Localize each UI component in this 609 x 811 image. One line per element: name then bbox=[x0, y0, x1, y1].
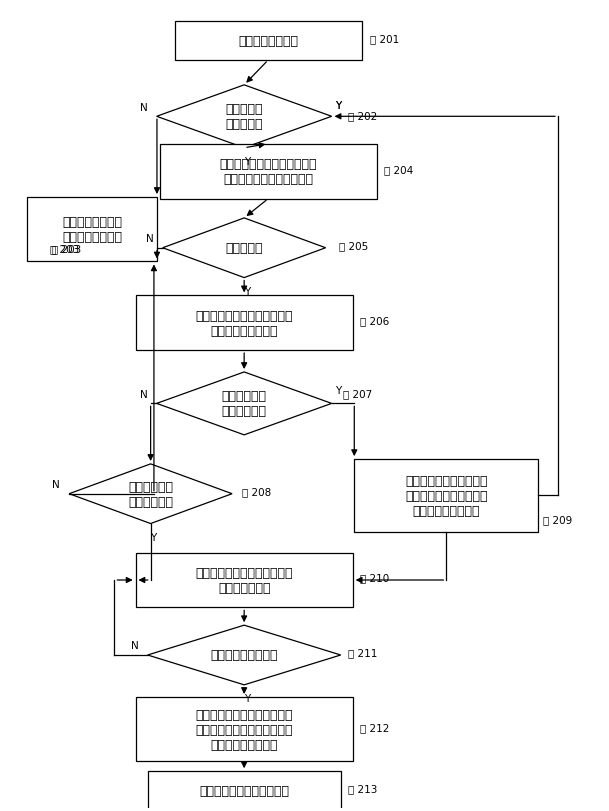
FancyBboxPatch shape bbox=[160, 144, 377, 200]
Text: 到达第一设定时间？: 到达第一设定时间？ bbox=[210, 649, 278, 662]
Text: Y: Y bbox=[244, 693, 250, 703]
Text: ～ 203: ～ 203 bbox=[52, 243, 82, 253]
Text: 检测实时室内环境温度，与设
定室内环境温度阈值作比较: 检测实时室内环境温度，与设 定室内环境温度阈值作比较 bbox=[219, 158, 317, 186]
Polygon shape bbox=[147, 625, 340, 685]
Text: N: N bbox=[140, 102, 147, 113]
Polygon shape bbox=[157, 372, 332, 436]
Text: 恢复上升前的原有频率运行: 恢复上升前的原有频率运行 bbox=[199, 784, 289, 797]
FancyBboxPatch shape bbox=[175, 22, 362, 61]
Text: N: N bbox=[52, 479, 60, 489]
Polygon shape bbox=[69, 465, 232, 524]
Text: N: N bbox=[131, 641, 139, 650]
Text: ～ 210: ～ 210 bbox=[360, 573, 389, 583]
FancyBboxPatch shape bbox=[27, 198, 157, 262]
Text: ～ 201: ～ 201 bbox=[370, 34, 399, 44]
Text: 小于第二设定
压缩机频率？: 小于第二设定 压缩机频率？ bbox=[128, 480, 173, 508]
Text: 控制压缩机以第一设定压
缩机频率运行，控制室外
风机以设定转速运行: 控制压缩机以第一设定压 缩机频率运行，控制室外 风机以设定转速运行 bbox=[405, 474, 488, 517]
Polygon shape bbox=[157, 86, 332, 148]
Text: 小于第一设定
压缩机频率？: 小于第一设定 压缩机频率？ bbox=[222, 390, 267, 418]
Text: 小于阈值？: 小于阈值？ bbox=[225, 242, 263, 255]
Text: ～ 209: ～ 209 bbox=[543, 515, 572, 525]
Text: Y: Y bbox=[244, 157, 250, 166]
Text: 获取根据原有变频控制模式计
算出压缩机目标频率: 获取根据原有变频控制模式计 算出压缩机目标频率 bbox=[195, 309, 293, 337]
Text: 按照原有变频控制
模式控制变频空调: 按照原有变频控制 模式控制变频空调 bbox=[62, 216, 122, 244]
FancyBboxPatch shape bbox=[136, 553, 353, 607]
Text: Y: Y bbox=[335, 101, 341, 111]
Text: N: N bbox=[140, 389, 147, 399]
Text: ～ 205: ～ 205 bbox=[339, 241, 369, 251]
Text: Y: Y bbox=[335, 101, 341, 111]
Text: Y: Y bbox=[244, 286, 250, 296]
Text: 接收空调控制指令: 接收空调控制指令 bbox=[238, 35, 298, 48]
Text: ～ 208: ～ 208 bbox=[242, 487, 271, 496]
Text: ～ 206: ～ 206 bbox=[360, 316, 389, 326]
Text: ～ 212: ～ 212 bbox=[360, 723, 389, 732]
Text: N: N bbox=[146, 234, 153, 244]
FancyBboxPatch shape bbox=[147, 771, 340, 810]
FancyBboxPatch shape bbox=[136, 296, 353, 350]
Text: 控制变频空调的电子膨胀阀的
开度为设定开度: 控制变频空调的电子膨胀阀的 开度为设定开度 bbox=[195, 566, 293, 594]
Text: ～ 211: ～ 211 bbox=[348, 648, 378, 658]
Text: Y: Y bbox=[150, 532, 157, 542]
Text: ～ 213: ～ 213 bbox=[348, 783, 378, 793]
Text: 为制冷节能
舒适指令？: 为制冷节能 舒适指令？ bbox=[225, 103, 263, 131]
Text: 控制压缩机的实际运行频率上
升至第三设定压缩机频率并持
续运行第二设定时间: 控制压缩机的实际运行频率上 升至第三设定压缩机频率并持 续运行第二设定时间 bbox=[195, 708, 293, 751]
Polygon shape bbox=[163, 219, 326, 278]
Text: ～ 203: ～ 203 bbox=[50, 243, 79, 253]
FancyBboxPatch shape bbox=[136, 697, 353, 762]
FancyBboxPatch shape bbox=[354, 460, 538, 532]
Text: ～ 202: ～ 202 bbox=[348, 110, 377, 121]
Text: Y: Y bbox=[335, 386, 341, 396]
Text: ～ 207: ～ 207 bbox=[343, 388, 372, 398]
Text: ～ 204: ～ 204 bbox=[384, 165, 414, 174]
